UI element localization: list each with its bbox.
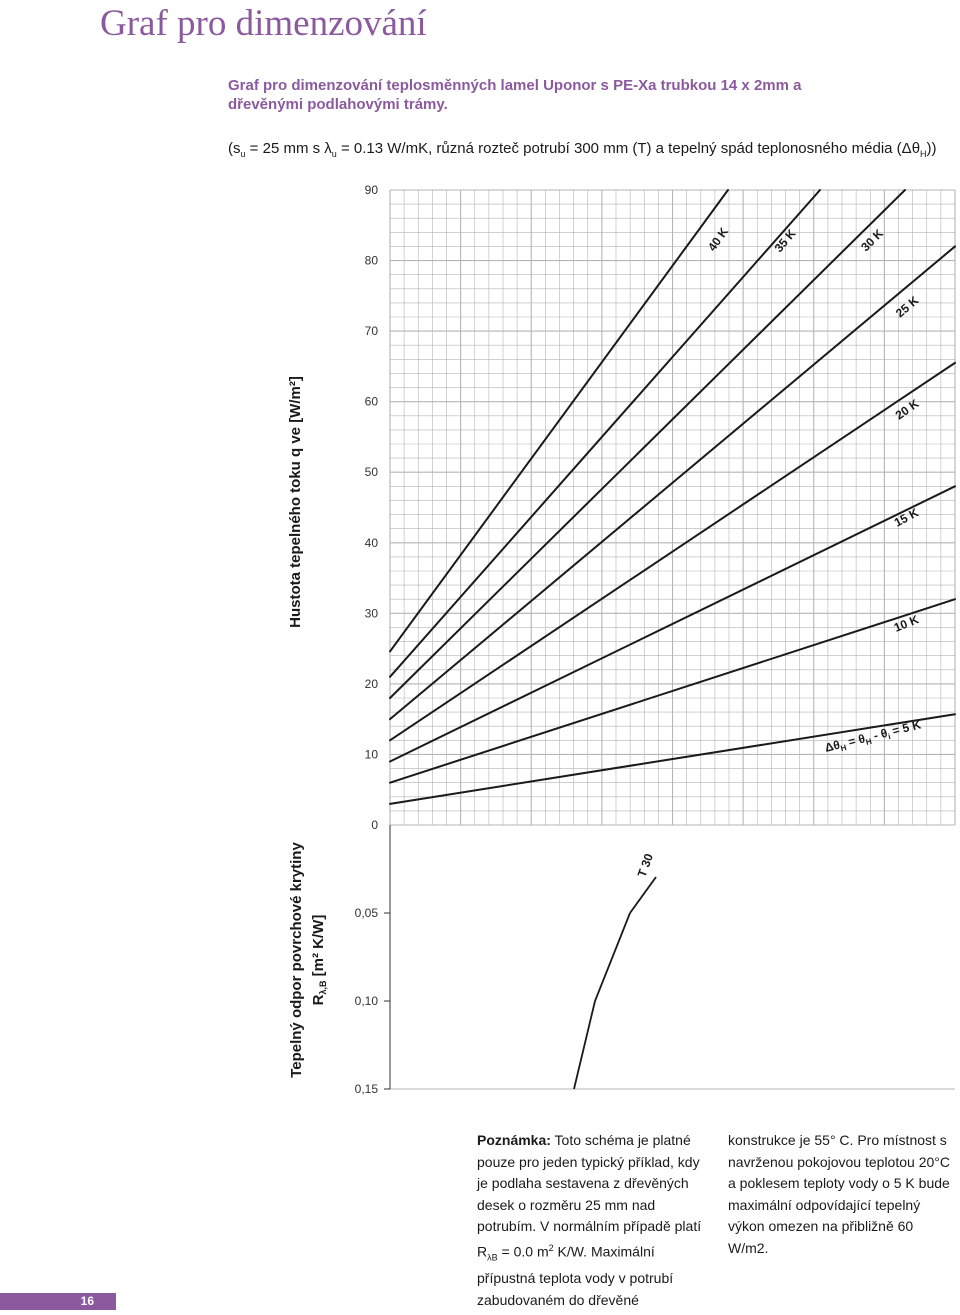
series-line	[389, 361, 956, 742]
series-label-25k: 25 K	[893, 293, 922, 320]
y-axis-title: Hustota tepelného toku q ve [W/m²]	[287, 376, 304, 628]
note-left: Poznámka: Toto schéma je platné pouze pr…	[477, 1130, 712, 1311]
series-label-t30: T 30	[635, 851, 656, 879]
series-label-part: i	[887, 732, 891, 741]
params-prefix: (s	[228, 140, 241, 157]
unit-part: R	[310, 994, 327, 1005]
params-mid: = 25 mm s λ	[245, 140, 332, 157]
chart-subtitle: Graf pro dimenzování teplosměnných lamel…	[228, 77, 802, 113]
params-suffix: ))	[926, 140, 937, 157]
y-tick-label: 50	[365, 465, 379, 479]
series-line	[389, 245, 956, 721]
series-label-part: H	[865, 737, 873, 747]
series-label-15k: 15 K	[892, 505, 921, 529]
unit-part: λ,B	[318, 980, 328, 995]
series-line	[389, 189, 729, 653]
y-tick-label: 30	[365, 606, 379, 620]
y-tick-label: 70	[365, 324, 379, 338]
series-label-part: H	[840, 743, 848, 753]
series-label-part: Δθ	[823, 738, 841, 755]
series-label-30k: 30 K	[858, 226, 886, 254]
unit-part: [m² K/W]	[310, 915, 327, 981]
params-sub: u	[331, 149, 337, 159]
note-label: Poznámka:	[477, 1132, 551, 1148]
y-tick-label: 60	[365, 395, 379, 409]
note-text: Toto schéma je platné pouze pro jeden ty…	[477, 1132, 702, 1260]
note-sup: 2	[548, 1242, 554, 1253]
page-number-bar: 16	[0, 1293, 116, 1310]
page-number: 16	[80, 1294, 94, 1308]
series-line	[389, 485, 956, 763]
series-label-part: = 5 K	[888, 717, 923, 738]
y-tick-label: 0	[371, 818, 378, 832]
y-tick-label: 20	[365, 677, 379, 691]
params-mid: = 0.13 W/mK, různá rozteč potrubí 300 mm…	[336, 140, 921, 157]
y-tick-label: 90	[365, 183, 379, 197]
parameters-line: (su = 25 mm s λu = 0.13 W/mK, různá rozt…	[228, 140, 937, 159]
y-tick-label: 80	[365, 254, 379, 268]
series-label-40k: 40 K	[705, 225, 731, 254]
series-line	[389, 189, 821, 678]
series-line	[389, 713, 956, 805]
y-tick-label: 0,05	[355, 906, 379, 920]
series-label-10k: 10 K	[892, 612, 921, 635]
series-label-20k: 20 K	[893, 396, 922, 422]
note-text: = 0.0 m	[497, 1243, 549, 1260]
note-right: konstrukce je 55° C. Pro místnost s navr…	[728, 1132, 950, 1256]
page-title: Graf pro dimenzování	[100, 3, 427, 44]
series-line	[389, 189, 906, 699]
series-label-35k: 35 K	[772, 226, 799, 255]
y-axis-title-lower: Tepelný odpor povrchové krytiny	[288, 842, 305, 1078]
y-tick-label: 10	[365, 747, 379, 761]
series-label-part: - θ	[869, 726, 889, 744]
series-line-t30-top	[629, 876, 657, 914]
params-sub: u	[240, 149, 246, 159]
note-text: K/W. Maximální přípustná teplota vody v …	[477, 1243, 674, 1308]
note-sub: λB	[487, 1251, 498, 1262]
y-axis-title-lower-unit: Rλ,B [m² K/W]	[310, 915, 328, 1006]
series-label-part: = θ	[844, 731, 867, 749]
y-tick-label: 40	[365, 536, 379, 550]
y-tick-label: 0,10	[355, 994, 379, 1008]
y-tick-label: 0,15	[355, 1082, 379, 1096]
series-line-t30	[573, 912, 631, 1090]
params-sub: H	[920, 149, 927, 159]
series-line	[389, 598, 956, 784]
series-label-5k: ΔθH = θH - θi = 5 K	[823, 717, 923, 756]
